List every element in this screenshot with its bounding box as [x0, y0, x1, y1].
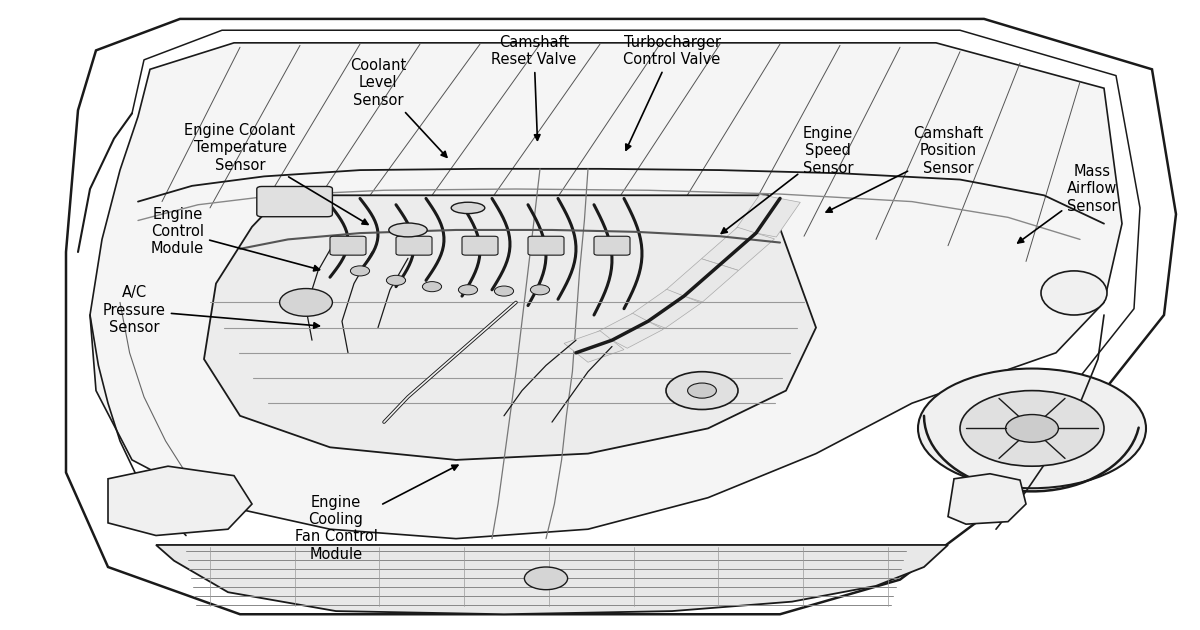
FancyBboxPatch shape	[330, 236, 366, 255]
Ellipse shape	[1042, 271, 1108, 315]
Text: Engine
Control
Module: Engine Control Module	[151, 207, 319, 271]
Polygon shape	[631, 289, 701, 328]
Polygon shape	[90, 43, 1122, 539]
Circle shape	[350, 266, 370, 276]
Circle shape	[918, 369, 1146, 488]
Circle shape	[386, 275, 406, 285]
Polygon shape	[204, 195, 816, 460]
FancyBboxPatch shape	[462, 236, 498, 255]
Circle shape	[530, 285, 550, 295]
Text: Engine
Cooling
Fan Control
Module: Engine Cooling Fan Control Module	[294, 465, 458, 562]
Circle shape	[960, 391, 1104, 466]
Circle shape	[422, 282, 442, 292]
Text: Camshaft
Position
Sensor: Camshaft Position Sensor	[826, 126, 983, 212]
Polygon shape	[108, 466, 252, 536]
Circle shape	[524, 567, 568, 590]
Polygon shape	[564, 331, 624, 362]
Text: Coolant
Level
Sensor: Coolant Level Sensor	[350, 58, 446, 158]
Polygon shape	[666, 259, 738, 302]
Text: Camshaft
Reset Valve: Camshaft Reset Valve	[491, 35, 577, 140]
FancyBboxPatch shape	[257, 186, 332, 217]
Text: Engine
Speed
Sensor: Engine Speed Sensor	[721, 126, 853, 233]
FancyBboxPatch shape	[528, 236, 564, 255]
Ellipse shape	[389, 223, 427, 237]
Polygon shape	[948, 474, 1026, 524]
Polygon shape	[736, 195, 800, 237]
Circle shape	[494, 286, 514, 296]
Polygon shape	[156, 545, 948, 614]
Polygon shape	[702, 227, 774, 270]
Polygon shape	[66, 19, 1176, 614]
Ellipse shape	[451, 202, 485, 214]
Polygon shape	[596, 313, 664, 348]
Text: Engine Coolant
Temperature
Sensor: Engine Coolant Temperature Sensor	[185, 123, 368, 224]
Circle shape	[666, 372, 738, 410]
Circle shape	[688, 383, 716, 398]
Text: Turbocharger
Control Valve: Turbocharger Control Valve	[623, 35, 721, 150]
Circle shape	[1006, 415, 1058, 442]
Circle shape	[458, 285, 478, 295]
FancyBboxPatch shape	[396, 236, 432, 255]
Circle shape	[280, 289, 332, 316]
FancyBboxPatch shape	[594, 236, 630, 255]
Text: Mass
Airflow
Sensor: Mass Airflow Sensor	[1018, 164, 1117, 243]
Text: A/C
Pressure
Sensor: A/C Pressure Sensor	[103, 285, 319, 335]
